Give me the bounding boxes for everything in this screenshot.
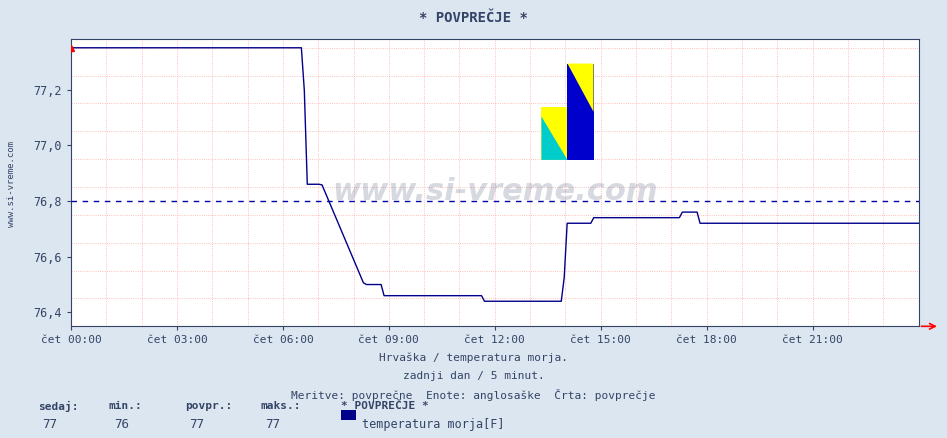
Text: Meritve: povprečne  Enote: anglosaške  Črta: povprečje: Meritve: povprečne Enote: anglosaške Črt… xyxy=(292,389,655,401)
Text: povpr.:: povpr.: xyxy=(185,401,232,411)
Text: temperatura morja[F]: temperatura morja[F] xyxy=(362,418,504,431)
Text: 77: 77 xyxy=(43,418,58,431)
Text: 77: 77 xyxy=(265,418,280,431)
Text: 76: 76 xyxy=(114,418,129,431)
Text: maks.:: maks.: xyxy=(260,401,301,411)
Text: www.si-vreme.com: www.si-vreme.com xyxy=(332,177,657,206)
Text: min.:: min.: xyxy=(109,401,143,411)
Text: * POVPREČJE *: * POVPREČJE * xyxy=(420,11,527,25)
Text: Hrvaška / temperatura morja.: Hrvaška / temperatura morja. xyxy=(379,353,568,363)
Text: zadnji dan / 5 minut.: zadnji dan / 5 minut. xyxy=(402,371,545,381)
Text: * POVPREČJE *: * POVPREČJE * xyxy=(341,401,429,411)
Text: sedaj:: sedaj: xyxy=(38,401,79,412)
Text: 77: 77 xyxy=(189,418,205,431)
Text: www.si-vreme.com: www.si-vreme.com xyxy=(7,141,16,227)
